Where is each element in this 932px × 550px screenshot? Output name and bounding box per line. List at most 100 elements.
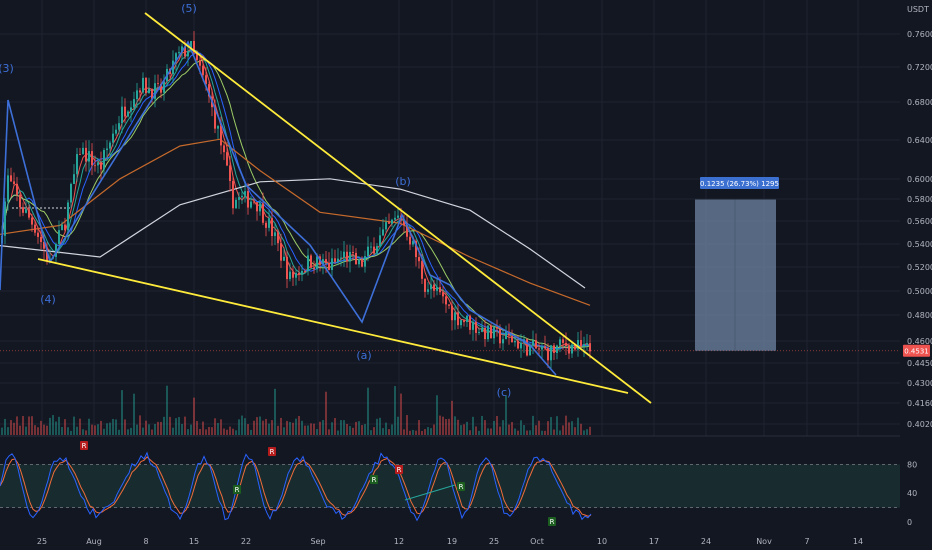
volume-bar (109, 422, 111, 435)
candle-body (85, 147, 87, 162)
candle-body (268, 218, 270, 228)
time-tick: 17 (649, 537, 659, 546)
candle-body (220, 126, 222, 146)
volume-bar (85, 430, 87, 435)
measure-box[interactable]: 0.1235 (26.73%) 1295 (695, 177, 779, 351)
time-tick: 22 (241, 537, 251, 546)
volume-bar (73, 416, 75, 435)
time-tick: 25 (489, 537, 499, 546)
measure-label-bg (700, 177, 779, 189)
candle-body (145, 77, 147, 94)
volume-bar (427, 427, 429, 435)
volume-bar (538, 420, 540, 435)
volume-bar (181, 424, 183, 435)
volume-bar (541, 430, 543, 435)
wave-label: (c) (497, 386, 512, 399)
candle-body (568, 345, 570, 354)
volume-bar (463, 424, 465, 435)
volume-bar (232, 428, 234, 435)
volume-bar (223, 428, 225, 435)
volume-bar (466, 421, 468, 435)
candle-body (283, 256, 285, 261)
candle-body (478, 331, 480, 333)
volume-bar (472, 416, 474, 435)
candle-body (337, 258, 339, 262)
volume-bar (271, 420, 273, 435)
candle-body (328, 262, 330, 270)
candle-body (46, 248, 48, 261)
volume-bar (115, 419, 117, 435)
candle-body (574, 344, 576, 350)
volume-bar (547, 421, 549, 435)
volume-bar (382, 428, 384, 435)
stoch-marker: R (550, 518, 555, 526)
candle-body (580, 340, 582, 347)
volume-bar (409, 430, 411, 435)
volume-bar (40, 420, 42, 435)
volume-bar (88, 418, 90, 435)
volume-bar (70, 430, 72, 435)
candle-body (112, 133, 114, 143)
candle-body (562, 339, 564, 343)
volume-bar (535, 425, 537, 435)
time-tick: Oct (530, 537, 544, 546)
volume-bar (97, 424, 99, 435)
volume-bar (421, 430, 423, 435)
candle-body (526, 339, 528, 356)
volume-bar (517, 430, 519, 435)
time-axis[interactable]: 25 Aug 8 15 22 Sep 12 19 25 Oct 10 17 24 Nov 7 14 (37, 537, 863, 546)
time-tick: 14 (853, 537, 863, 546)
volume-bar (208, 426, 210, 435)
time-tick: 8 (143, 537, 148, 546)
volume-bar (478, 430, 480, 435)
candle-body (394, 217, 396, 220)
volume-bar (325, 391, 327, 435)
candle-body (418, 257, 420, 262)
volume-bar (508, 424, 510, 435)
volume-bar (22, 416, 24, 435)
candle-body (148, 88, 150, 94)
volume-bar (100, 420, 102, 435)
candle-body (427, 289, 429, 292)
volume-bar (118, 429, 120, 435)
candle-body (421, 261, 423, 279)
candle-body (361, 259, 363, 267)
candle-body (454, 312, 456, 321)
volume-bar (406, 415, 408, 435)
volume-bar (280, 417, 282, 435)
candle-body (40, 236, 42, 243)
candle-body (469, 315, 471, 330)
stoch-marker: R (372, 476, 377, 484)
volume-bar (31, 416, 33, 435)
candle-body (151, 88, 153, 99)
candle-body (205, 75, 207, 85)
candle-body (190, 40, 192, 51)
stoch-marker: R (459, 483, 464, 491)
candle-body (493, 327, 495, 339)
candle-body (13, 181, 15, 184)
candle-body (157, 83, 159, 85)
volume-bar (574, 427, 576, 435)
candle-body (436, 287, 438, 291)
volume-bar (274, 388, 276, 435)
candle-body (322, 259, 324, 265)
candle-body (382, 229, 384, 236)
volume-bar (355, 421, 357, 435)
volume-bar (511, 422, 513, 435)
volume-bar (343, 420, 345, 435)
candle-body (505, 331, 507, 340)
candle-body (538, 348, 540, 350)
volume-bars (1, 385, 591, 435)
volume-bar (79, 418, 81, 435)
volume-bar (487, 428, 489, 435)
volume-bar (313, 423, 315, 435)
volume-bar (178, 417, 180, 435)
volume-bar (490, 428, 492, 435)
volume-bar (7, 427, 9, 435)
